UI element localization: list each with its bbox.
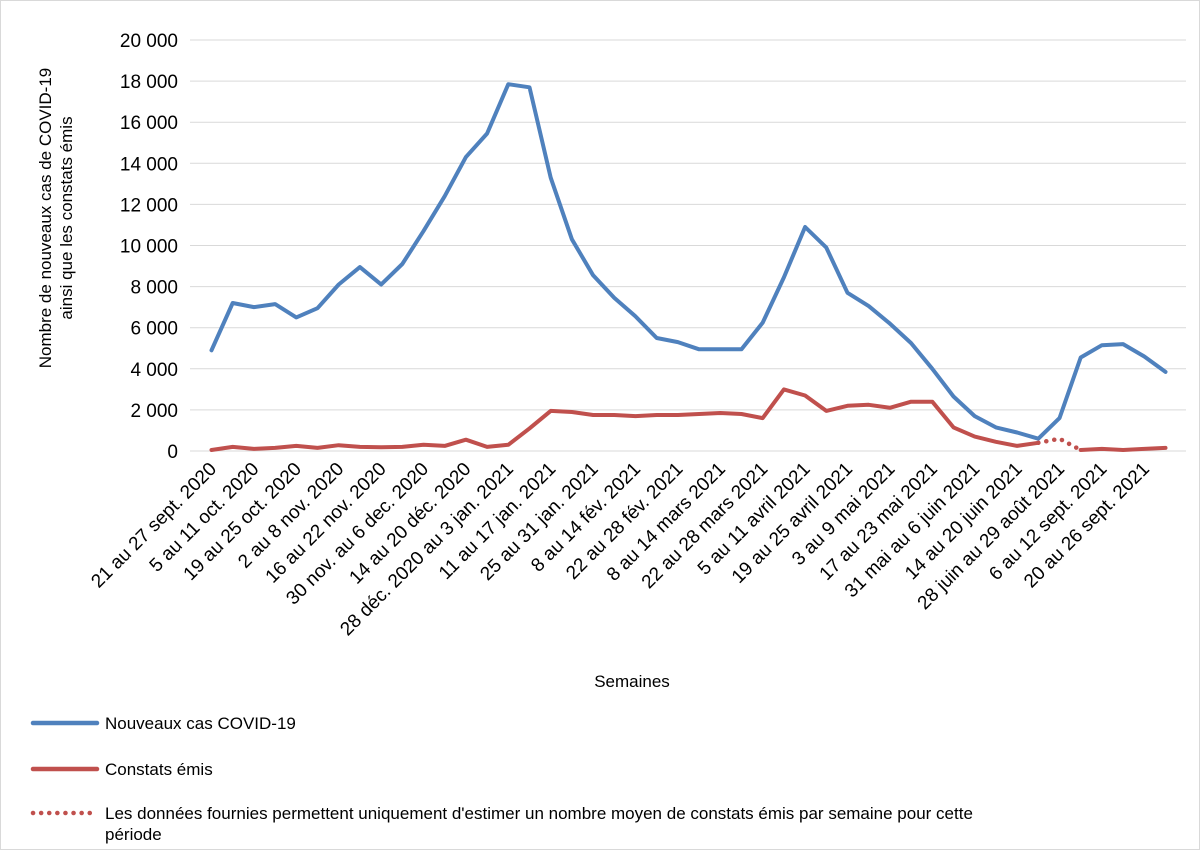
y-tick-label: 14 000 [120, 154, 178, 175]
gridlines [190, 39, 1186, 452]
series-line-fines [209, 387, 1041, 452]
y-axis-title-line-2: ainsi que les constats émis [57, 116, 76, 319]
y-tick-label: 2 000 [130, 401, 178, 422]
legend: Nouveaux cas COVID-19 Constats émis Les … [30, 714, 973, 844]
legend-item-new-cases: Nouveaux cas COVID-19 [30, 714, 296, 733]
series-lines [209, 82, 1168, 453]
legend-label-estimated-fines-line-2: période [105, 825, 162, 844]
y-axis-title-line-1: Nombre de nouveaux cas de COVID-19 [36, 68, 55, 369]
series-line-estimated-fines [1036, 436, 1083, 453]
y-tick-label: 6 000 [130, 319, 178, 340]
y-tick-label: 4 000 [130, 360, 178, 381]
legend-label-new-cases: Nouveaux cas COVID-19 [105, 714, 296, 733]
legend-item-estimated-fines: Les données fournies permettent uniqueme… [30, 804, 973, 844]
legend-item-fines: Constats émis [30, 760, 213, 779]
y-tick-label: 20 000 [120, 31, 178, 52]
legend-label-fines: Constats émis [105, 760, 213, 779]
series-line-fines [1078, 445, 1168, 452]
y-tick-label: 16 000 [120, 113, 178, 134]
y-tick-label: 18 000 [120, 72, 178, 93]
x-axis-title: Semaines [594, 672, 670, 691]
series-line-new-cases [209, 82, 1168, 441]
y-tick-label: 12 000 [120, 195, 178, 216]
legend-label-estimated-fines-line-1: Les données fournies permettent uniqueme… [105, 804, 973, 823]
y-tick-label: 0 [167, 442, 178, 463]
y-tick-labels: 0 2 000 4 000 6 000 8 000 10 000 12 000 14 000 1… [120, 31, 178, 463]
y-tick-label: 10 000 [120, 237, 178, 258]
y-tick-label: 8 000 [130, 278, 178, 299]
